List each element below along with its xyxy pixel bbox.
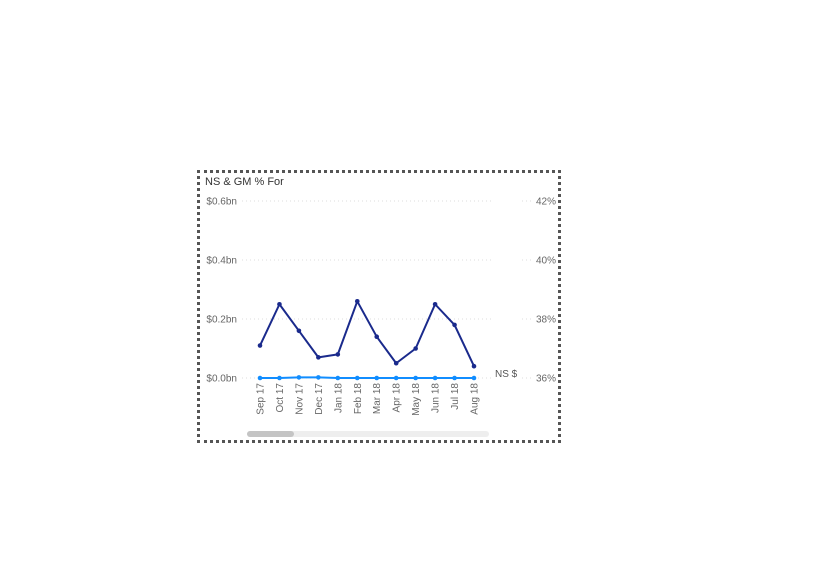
series-label: NS $	[495, 369, 518, 380]
data-point	[335, 375, 341, 381]
x-tick-label: May 18	[411, 383, 422, 416]
y-right-tick-label: 36%	[536, 374, 556, 385]
x-tick-label: Feb 18	[353, 383, 364, 415]
data-point	[452, 375, 457, 381]
x-tick-label: Mar 18	[372, 383, 383, 415]
data-point	[277, 301, 282, 307]
y-left-tick-label: $0.0bn	[206, 374, 237, 385]
x-tick-label: Aug 18	[470, 383, 481, 415]
y-right-tick-label: 40%	[536, 256, 556, 267]
data-point	[257, 343, 263, 348]
data-point	[296, 328, 302, 334]
x-tick-label: Nov 17	[294, 383, 305, 415]
x-tick-label: Jan 18	[333, 383, 344, 413]
data-point	[393, 375, 399, 381]
data-point	[432, 301, 438, 307]
data-point	[413, 346, 418, 351]
scrollbar-thumb[interactable]	[247, 431, 294, 437]
data-point	[452, 322, 457, 328]
x-tick-label: Dec 17	[314, 383, 325, 415]
data-point	[296, 375, 302, 380]
data-point	[374, 334, 380, 339]
x-tick-label: Jun 18	[431, 383, 442, 413]
x-tick-label: Sep 17	[256, 383, 267, 415]
data-point	[471, 375, 477, 381]
y-left-tick-label: $0.4bn	[206, 256, 237, 267]
series-line	[260, 376, 474, 379]
data-point	[277, 375, 282, 381]
x-tick-label: Oct 17	[275, 383, 286, 413]
data-point	[335, 352, 341, 357]
data-point	[432, 375, 438, 381]
series-line	[259, 300, 475, 367]
line-chart: $0.0bn $0.2bn $0.4bn $0.6bn 36% 38% 40% 42% Sep …	[206, 197, 556, 416]
data-point	[257, 375, 263, 381]
y-right-tick-label: 38%	[536, 315, 556, 326]
data-point	[316, 375, 321, 380]
data-point	[393, 360, 399, 366]
data-point	[413, 375, 418, 381]
x-tick-label: Apr 18	[392, 383, 403, 413]
chart-visual[interactable]: NS & GM % For $0.0bn $0.2bn $0.4bn $0.6bn 36…	[197, 170, 561, 443]
data-point	[354, 375, 360, 381]
y-left-tick-label: $0.6bn	[206, 197, 237, 208]
data-point	[374, 375, 380, 381]
data-point	[316, 355, 321, 360]
chart-title: NS & GM % For	[205, 176, 284, 188]
y-right-tick-label: 42%	[536, 197, 556, 208]
horizontal-scrollbar[interactable]	[247, 431, 489, 437]
data-point	[471, 363, 477, 369]
x-tick-label: Jul 18	[450, 383, 461, 410]
y-left-tick-label: $0.2bn	[206, 315, 237, 326]
data-point	[354, 299, 360, 304]
